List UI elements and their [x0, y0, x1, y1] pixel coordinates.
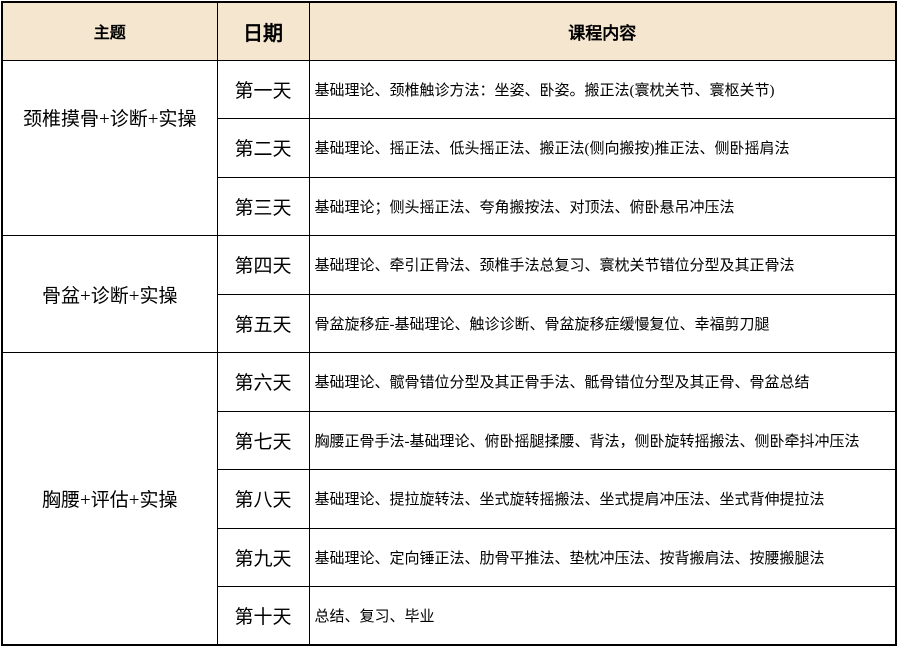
table-row: 第八天 基础理论、提拉旋转法、坐式旋转摇搬法、坐式提肩冲压法、坐式背伸提拉法: [2, 469, 897, 529]
topic-label: 胸腰+评估+实操: [42, 490, 178, 511]
course-schedule-table: 主题 日期 课程内容 颈椎摸骨+诊断+实操 第一天 基础理论、颈椎触诊方法：坐姿、卧…: [1, 1, 897, 646]
topic-label: 颈椎摸骨+诊断+实操: [23, 109, 197, 131]
content-cell: 胸腰正骨手法-基础理论、俯卧摇腿揉腰、背法，侧卧旋转摇搬法、侧卧牵抖冲压法: [308, 410, 897, 470]
content-cell: 基础理论；侧头摇正法、夸角搬按法、对顶法、俯卧悬吊冲压法: [308, 176, 897, 236]
date-cell: 第九天: [216, 527, 310, 587]
table-row: 第五天 骨盆旋移症-基础理论、触诊诊断、骨盆旋移症缓慢复位、幸福剪刀腿: [2, 293, 897, 353]
header-topic: 主题: [1, 1, 218, 61]
content-cell: 基础理论、摇正法、低头摇正法、搬正法(侧向搬按)推正法、侧卧摇肩法: [308, 118, 897, 178]
date-cell: 第七天: [216, 410, 310, 470]
header-date: 日期: [216, 1, 310, 61]
header-content: 课程内容: [308, 1, 897, 61]
topic-cell: 胸腰+评估+实操: [1, 352, 218, 646]
content-cell: 骨盆旋移症-基础理论、触诊诊断、骨盆旋移症缓慢复位、幸福剪刀腿: [308, 293, 897, 353]
table-row: 骨盆+诊断+实操 第四天 基础理论、牵引正骨法、颈椎手法总复习、寰枕关节错位分型及其…: [1, 235, 897, 353]
date-cell: 第二天: [216, 118, 310, 178]
table-row: 第二天 基础理论、摇正法、低头摇正法、搬正法(侧向搬按)推正法、侧卧摇肩法: [2, 118, 897, 178]
content-cell: 基础理论、髋骨错位分型及其正骨手法、骶骨错位分型及其正骨、骨盆总结: [308, 352, 897, 412]
content-cell: 基础理论、牵引正骨法、颈椎手法总复习、寰枕关节错位分型及其正骨法: [308, 235, 897, 295]
date-cell: 第五天: [216, 293, 310, 353]
table-row: 胸腰+评估+实操 第六天 基础理论、髋骨错位分型及其正骨手法、骶骨错位分型及其正骨、…: [1, 352, 897, 646]
content-cell: 基础理论、提拉旋转法、坐式旋转摇搬法、坐式提肩冲压法、坐式背伸提拉法: [308, 469, 897, 529]
date-cell: 第八天: [216, 469, 310, 529]
table-row: 第九天 基础理论、定向锤正法、肋骨平推法、垫枕冲压法、按背搬肩法、按腰搬腿法: [2, 527, 897, 587]
table-header-row: 主题 日期 课程内容: [1, 1, 897, 61]
table-row: 第七天 胸腰正骨手法-基础理论、俯卧摇腿揉腰、背法，侧卧旋转摇搬法、侧卧牵抖冲压法: [2, 410, 897, 470]
date-cell: 第六天: [216, 352, 310, 412]
content-cell: 基础理论、颈椎触诊方法：坐姿、卧姿。搬正法(寰枕关节、寰枢关节): [308, 59, 897, 119]
date-cell: 第三天: [216, 176, 310, 236]
date-cell: 第一天: [216, 59, 310, 119]
topic-cell: 颈椎摸骨+诊断+实操: [1, 59, 218, 236]
date-cell: 第十天: [216, 586, 310, 646]
table-body: 颈椎摸骨+诊断+实操 第一天 基础理论、颈椎触诊方法：坐姿、卧姿。搬正法(寰枕关节、…: [1, 59, 897, 646]
table-row: 第十天 总结、复习、毕业: [2, 586, 897, 646]
content-cell: 基础理论、定向锤正法、肋骨平推法、垫枕冲压法、按背搬肩法、按腰搬腿法: [308, 527, 897, 587]
topic-label: 骨盆+诊断+实操: [42, 285, 178, 307]
topic-cell: 骨盆+诊断+实操: [1, 235, 218, 353]
content-cell: 总结、复习、毕业: [308, 586, 897, 646]
table-row: 颈椎摸骨+诊断+实操 第一天 基础理论、颈椎触诊方法：坐姿、卧姿。搬正法(寰枕关节、…: [1, 59, 897, 236]
date-cell: 第四天: [216, 235, 310, 295]
table-row: 第三天 基础理论；侧头摇正法、夸角搬按法、对顶法、俯卧悬吊冲压法: [2, 176, 897, 236]
